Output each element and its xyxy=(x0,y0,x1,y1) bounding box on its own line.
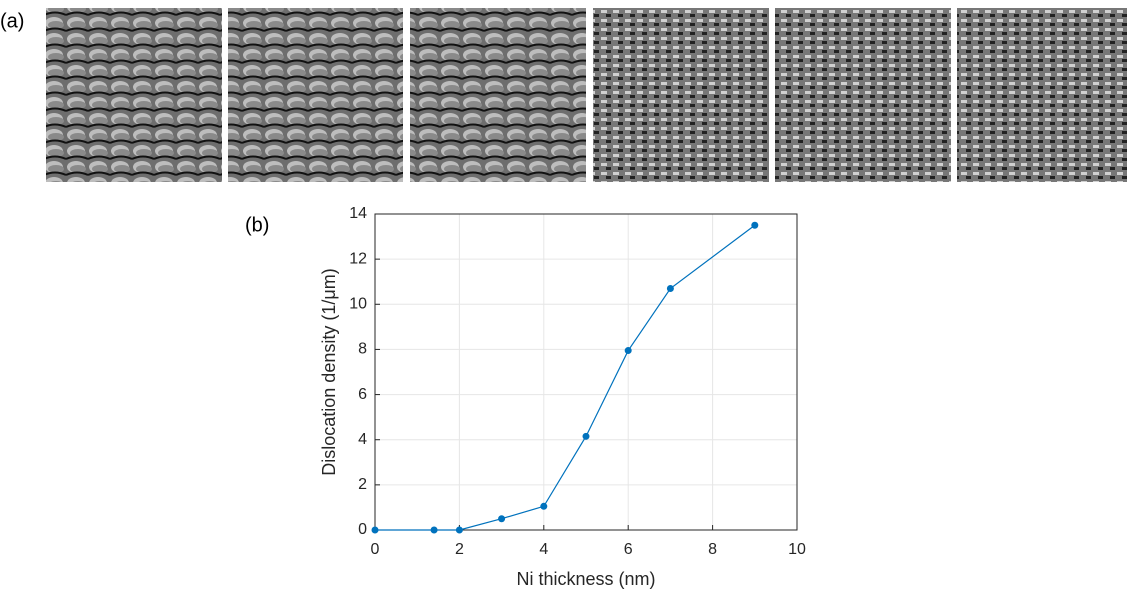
y-tick-label: 12 xyxy=(349,250,367,267)
afm-image xyxy=(593,8,769,182)
afm-image xyxy=(228,8,403,182)
panel-label: (a) xyxy=(0,10,24,32)
x-tick-label: 2 xyxy=(455,541,464,558)
y-tick-label: 8 xyxy=(358,341,367,358)
x-tick-label: 0 xyxy=(371,541,380,558)
data-point xyxy=(666,284,674,292)
x-tick-label: 6 xyxy=(624,541,633,558)
data-point xyxy=(751,221,759,229)
data-point xyxy=(371,526,379,534)
data-point xyxy=(624,347,632,355)
afm-image xyxy=(410,8,586,182)
y-tick-label: 14 xyxy=(349,205,367,222)
data-point xyxy=(455,526,463,534)
afm-images xyxy=(46,8,1127,182)
y-tick-label: 6 xyxy=(358,386,367,403)
afm-image xyxy=(775,8,951,182)
afm-image xyxy=(46,8,222,182)
x-tick-label: 10 xyxy=(788,541,806,558)
data-point xyxy=(498,515,506,523)
axes-box xyxy=(374,213,798,531)
y-tick-label: 2 xyxy=(358,476,367,493)
x-axis-label: Ni thickness (nm) xyxy=(516,569,655,589)
data-point xyxy=(430,526,438,534)
afm-image xyxy=(957,8,1127,182)
data-point xyxy=(582,432,590,440)
data-point xyxy=(540,502,548,510)
x-tick-label: 8 xyxy=(708,541,717,558)
y-tick-label: 10 xyxy=(349,296,367,313)
y-axis-label: Dislocation density (1/μm) xyxy=(319,268,339,475)
y-tick-label: 4 xyxy=(358,431,367,448)
panel-label: (b) xyxy=(245,214,269,236)
y-tick-label: 0 xyxy=(358,521,367,538)
x-tick-label: 4 xyxy=(539,541,548,558)
plot-area xyxy=(375,214,797,530)
